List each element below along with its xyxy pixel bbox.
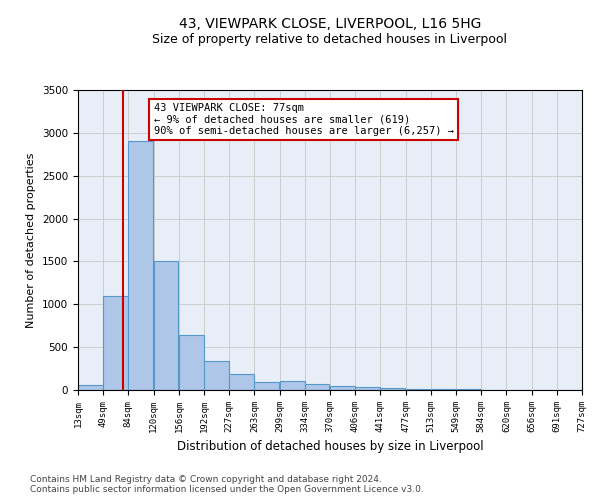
Text: Size of property relative to detached houses in Liverpool: Size of property relative to detached ho… [152, 32, 508, 46]
Bar [254, 382, 279, 390]
Bar [330, 386, 355, 390]
Bar [355, 388, 380, 390]
Text: Contains public sector information licensed under the Open Government Licence v3: Contains public sector information licen… [30, 485, 424, 494]
Text: 43 VIEWPARK CLOSE: 77sqm
← 9% of detached houses are smaller (619)
90% of semi-d: 43 VIEWPARK CLOSE: 77sqm ← 9% of detache… [154, 103, 454, 136]
Bar [229, 374, 254, 390]
Bar [154, 262, 178, 390]
Bar [179, 335, 203, 390]
Bar [128, 142, 153, 390]
Bar [280, 382, 305, 390]
Bar [205, 361, 229, 390]
Bar [78, 386, 103, 390]
Bar [431, 389, 455, 390]
X-axis label: Distribution of detached houses by size in Liverpool: Distribution of detached houses by size … [176, 440, 484, 454]
Y-axis label: Number of detached properties: Number of detached properties [26, 152, 37, 328]
Bar [380, 388, 405, 390]
Bar [406, 389, 430, 390]
Bar [103, 296, 128, 390]
Bar [305, 384, 329, 390]
Text: 43, VIEWPARK CLOSE, LIVERPOOL, L16 5HG: 43, VIEWPARK CLOSE, LIVERPOOL, L16 5HG [179, 18, 481, 32]
Text: Contains HM Land Registry data © Crown copyright and database right 2024.: Contains HM Land Registry data © Crown c… [30, 475, 382, 484]
